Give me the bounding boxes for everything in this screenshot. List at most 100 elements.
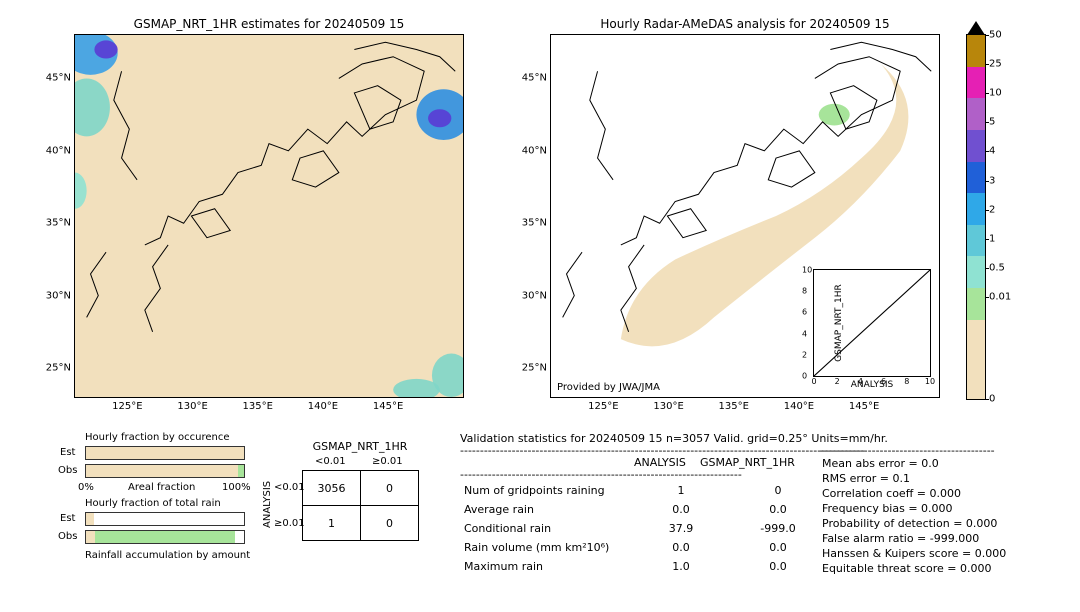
inset-y-tick: 2: [802, 350, 807, 359]
contingency-row2: ≥0.01: [274, 518, 305, 529]
inset-x-tick: 4: [858, 377, 863, 386]
x-tick: 145°E: [849, 397, 879, 412]
inset-x-label: ANALYSIS: [814, 380, 930, 390]
provider-label: Provided by JWA/JMA: [557, 382, 660, 393]
colorbar-segment: [967, 162, 985, 194]
fraction-occ-obs-bar: [85, 464, 245, 478]
inset-y-tick: 4: [802, 329, 807, 338]
colorbar-segment: [967, 130, 985, 162]
right-map-panel: Hourly Radar-AMeDAS analysis for 2024050…: [550, 34, 940, 398]
validation-right-stat: False alarm ratio = -999.000: [822, 531, 1006, 546]
x-tick: 125°E: [112, 397, 142, 412]
validation-cell: Average rain: [464, 501, 644, 518]
fraction-tot-obs-bar: [85, 530, 245, 544]
validation-right-stat: Equitable threat score = 0.000: [822, 561, 1006, 576]
fraction-occ-title: Hourly fraction by occurence: [85, 432, 229, 443]
contingency-row1: <0.01: [274, 482, 305, 493]
validation-cell: Rain volume (mm km²10⁶): [464, 539, 644, 556]
validation-cell: 0.0: [646, 501, 726, 518]
inset-y-tick: 6: [802, 308, 807, 317]
inset-x-tick: 6: [881, 377, 886, 386]
y-tick: 40°N: [46, 145, 75, 156]
ct-cell-01: 0: [361, 471, 419, 506]
colorbar-tick: 0: [989, 394, 995, 405]
colorbar-tick: 50: [989, 30, 1002, 41]
inset-y-label: GSMAP_NRT_1HR: [834, 284, 844, 362]
colorbar-segment: [967, 193, 985, 225]
inset-y-tick: 10: [802, 266, 812, 275]
y-tick: 25°N: [522, 363, 551, 374]
colorbar-tick: 0.01: [989, 292, 1011, 303]
inset-scatter-panel: ANALYSIS GSMAP_NRT_1HR 00224466881010: [813, 269, 931, 377]
ct-cell-10: 1: [303, 506, 361, 541]
colorbar-segment: [967, 256, 985, 288]
colorbar-tick: 1: [989, 233, 995, 244]
colorbar-tick: 5: [989, 117, 995, 128]
fraction-obs-label-2: Obs: [58, 531, 77, 542]
left-map-panel: GSMAP_NRT_1HR estimates for 20240509 15 …: [74, 34, 464, 398]
validation-cell: Conditional rain: [464, 520, 644, 537]
validation-right-stat: RMS error = 0.1: [822, 471, 1006, 486]
fraction-occ-est-bar: [85, 446, 245, 460]
inset-x-tick: 2: [835, 377, 840, 386]
ct-cell-00: 3056: [303, 471, 361, 506]
ct-cell-11: 0: [361, 506, 419, 541]
x-tick: 130°E: [177, 397, 207, 412]
x-tick: 140°E: [784, 397, 814, 412]
validation-cell: 37.9: [646, 520, 726, 537]
x-tick: 135°E: [243, 397, 273, 412]
colorbar-segment: [967, 320, 985, 399]
x-tick: 135°E: [719, 397, 749, 412]
inset-y-tick: 8: [802, 287, 807, 296]
x-tick: 145°E: [373, 397, 403, 412]
colorbar-tick: 25: [989, 59, 1002, 70]
contingency-col1: <0.01: [315, 456, 346, 467]
y-tick: 30°N: [46, 290, 75, 301]
colorbar-segment: [967, 67, 985, 99]
validation-right-stat: Frequency bias = 0.000: [822, 501, 1006, 516]
contingency-title: GSMAP_NRT_1HR: [300, 440, 420, 453]
y-tick: 40°N: [522, 145, 551, 156]
left-map-precip: [75, 35, 463, 397]
colorbar-tick: 0.5: [989, 262, 1005, 273]
contingency-row-title: ANALYSIS: [262, 481, 273, 528]
validation-right-stat: Probability of detection = 0.000: [822, 516, 1006, 531]
contingency-table: 30560 10: [302, 470, 419, 541]
colorbar-arrow-top: [967, 21, 985, 35]
colorbar-tick: 10: [989, 88, 1002, 99]
colorbar-tick: 3: [989, 175, 995, 186]
x-tick: 130°E: [653, 397, 683, 412]
fraction-tot-est-bar: [85, 512, 245, 526]
colorbar: 502510543210.50.010: [966, 34, 986, 400]
validation-right-stat: Hanssen & Kuipers score = 0.000: [822, 546, 1006, 561]
colorbar-segment: [967, 225, 985, 257]
fraction-est-label-1: Est: [60, 447, 75, 458]
colorbar-segment: [967, 288, 985, 320]
fraction-est-label-2: Est: [60, 513, 75, 524]
validation-right-stat: Mean abs error = 0.0: [822, 456, 1006, 471]
contingency-col2: ≥0.01: [372, 456, 403, 467]
y-tick: 25°N: [46, 363, 75, 374]
validation-right-stat: Correlation coeff = 0.000: [822, 486, 1006, 501]
validation-cell: Maximum rain: [464, 558, 644, 575]
fraction-tot-title: Hourly fraction of total rain: [85, 498, 221, 509]
validation-cell: 1: [646, 482, 726, 499]
validation-cell: 0.0: [646, 539, 726, 556]
inset-x-tick: 8: [904, 377, 909, 386]
inset-diagonal: [814, 270, 930, 376]
colorbar-tick: 4: [989, 146, 995, 157]
y-tick: 35°N: [46, 218, 75, 229]
x-tick: 125°E: [588, 397, 618, 412]
y-tick: 45°N: [522, 73, 551, 84]
inset-x-tick: 0: [811, 377, 816, 386]
validation-cell: Num of gridpoints raining: [464, 482, 644, 499]
colorbar-segment: [967, 98, 985, 130]
right-map-title: Hourly Radar-AMeDAS analysis for 2024050…: [551, 17, 939, 31]
validation-right-stats: Mean abs error = 0.0RMS error = 0.1Corre…: [822, 456, 1006, 576]
colorbar-segment: [967, 35, 985, 67]
fraction-x0: 0%: [78, 482, 94, 493]
fraction-obs-label-1: Obs: [58, 465, 77, 476]
x-tick: 140°E: [308, 397, 338, 412]
validation-cell: 1.0: [646, 558, 726, 575]
fraction-xlabel: Areal fraction: [128, 482, 195, 493]
